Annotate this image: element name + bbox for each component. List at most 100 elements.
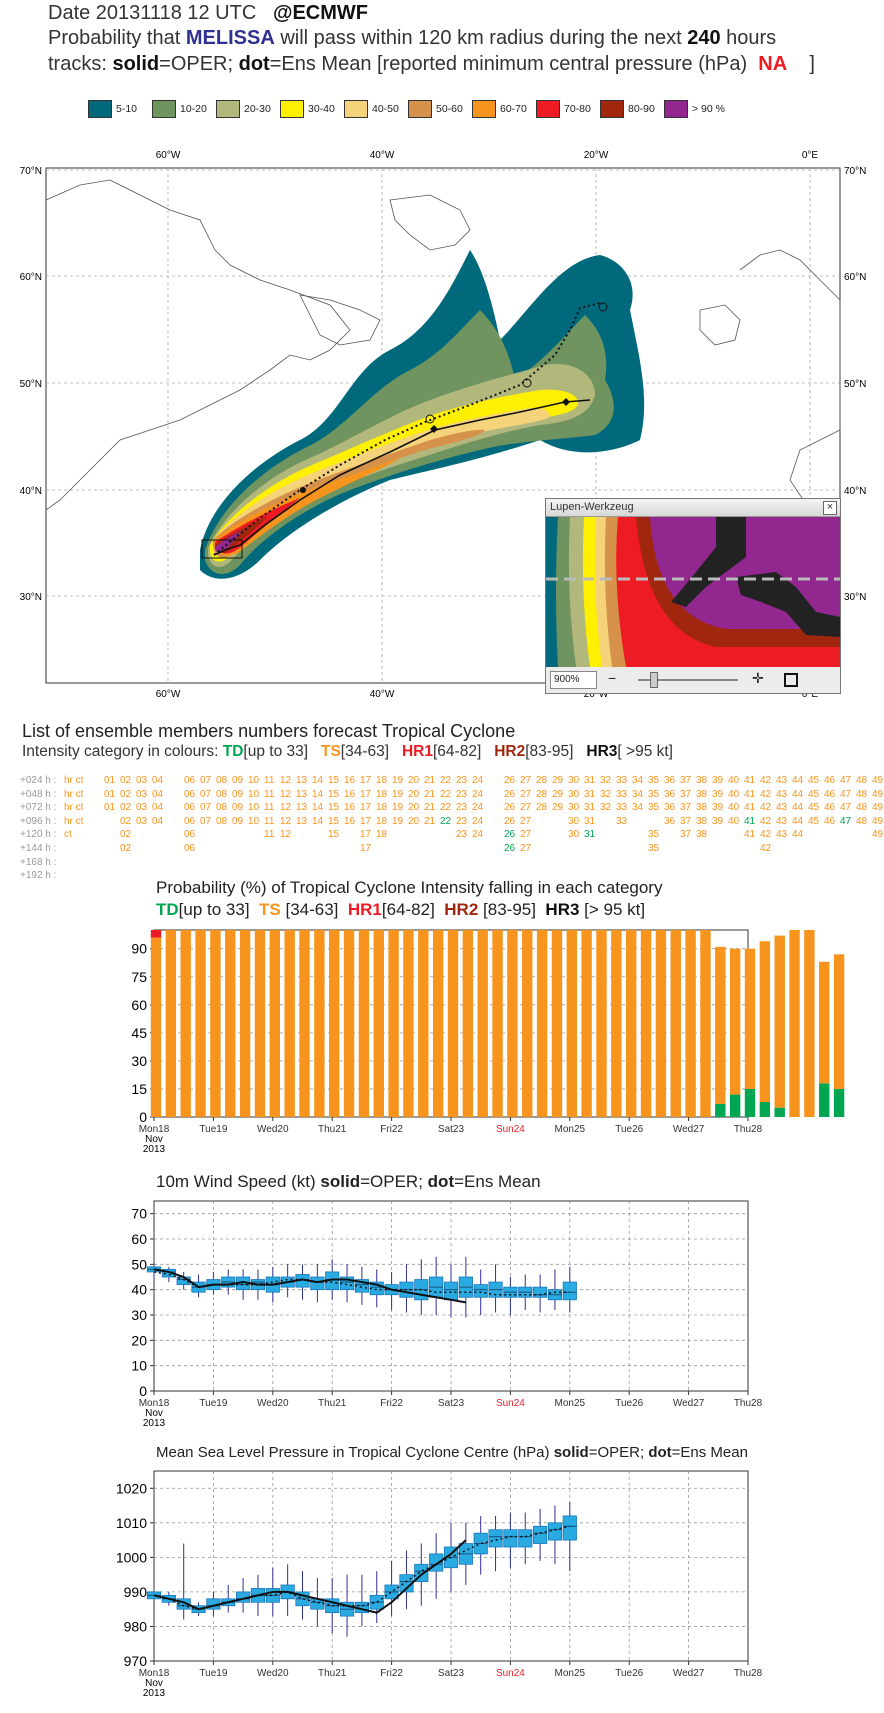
ensemble-member — [104, 828, 120, 842]
ensemble-member: 24 — [472, 788, 484, 800]
prob-bar-ts — [358, 930, 370, 1117]
ensemble-member — [680, 842, 696, 856]
ensemble-member: 49 — [872, 775, 884, 786]
ensemble-member: 46 — [824, 788, 836, 800]
lat-label-left: 40°N — [20, 486, 42, 497]
x-tick-label: Thu21 — [318, 1668, 347, 1679]
y-tick-label: 20 — [131, 1332, 147, 1348]
ensemble-member — [648, 815, 664, 829]
ensemble-member: 41 — [744, 775, 756, 786]
ensemble-member: 24 — [472, 775, 484, 786]
magnifier-view — [546, 517, 840, 667]
ensemble-member: 21 — [424, 788, 436, 800]
ensemble-member: 36 — [664, 788, 676, 800]
ensemble-category-line: Intensity category in colours: TD[up to … — [22, 743, 673, 761]
magnifier-window[interactable]: Lupen-Werkzeug × 900% − ✛ — [545, 498, 841, 694]
prob-bar-td — [819, 1083, 830, 1117]
magnifier-titlebar[interactable]: Lupen-Werkzeug × — [546, 499, 840, 517]
legend-label: 60-70 — [500, 103, 527, 115]
prob-chart-title: Probability (%) of Tropical Cyclone Inte… — [156, 878, 663, 897]
prob-td-range: [up to 33] — [178, 900, 250, 919]
source-label: @ECMWF — [272, 2, 368, 24]
ensemble-member — [104, 815, 120, 829]
ensemble-member: 10 — [248, 802, 260, 814]
prob-bar-td — [774, 1107, 785, 1117]
zoom-out-button[interactable]: − — [608, 670, 617, 686]
ensemble-member: 34 — [632, 802, 644, 814]
ensemble-member: 48 — [856, 815, 868, 827]
ensemble-member — [536, 842, 552, 856]
legend-swatch — [408, 100, 432, 118]
ensemble-member: 08 — [216, 788, 228, 800]
ensemble-member: 22 — [440, 775, 452, 786]
prob-bar-ts — [418, 930, 429, 1117]
ensemble-member: 32 — [600, 802, 612, 814]
y-tick-label: 40 — [131, 1282, 147, 1298]
ensemble-member: 37 — [680, 775, 692, 786]
frame-toggle-icon[interactable] — [784, 673, 798, 687]
prob-bar-ts — [210, 930, 221, 1117]
ensemble-member: 15 — [328, 829, 340, 841]
x-tick-label: Wed27 — [673, 1124, 705, 1135]
ensemble-member: 21 — [424, 815, 436, 827]
y-tick-label: 10 — [131, 1358, 147, 1374]
close-bracket: ] — [809, 53, 815, 75]
ensemble-member — [808, 828, 824, 842]
cat-hr2: HR2 — [494, 743, 526, 760]
prob-bar-ts — [566, 930, 577, 1117]
ensemble-member: 13 — [296, 802, 308, 814]
prob-bar-td — [729, 1094, 741, 1117]
x-year-label: 2013 — [143, 1144, 166, 1155]
mslp-dot-def: =Ens Mean — [671, 1444, 748, 1461]
close-icon[interactable]: × — [823, 501, 837, 515]
zoom-field[interactable]: 900% — [550, 671, 597, 689]
prob-bar-ts — [626, 930, 637, 1117]
zoom-slider-thumb[interactable] — [650, 672, 658, 688]
ensemble-member: 31 — [584, 802, 596, 814]
ensemble-member: 19 — [392, 802, 404, 814]
x-month-label: Nov — [145, 1134, 163, 1145]
x-tick-label: Fri22 — [380, 1398, 403, 1409]
cat-td-range: [up to 33] — [243, 743, 309, 760]
prob-bar-ts — [225, 930, 236, 1117]
x-tick-label: Thu28 — [734, 1668, 763, 1679]
ensemble-member: 36 — [664, 802, 676, 814]
ensemble-member: 47 — [840, 775, 852, 786]
legend-swatch — [600, 100, 624, 118]
ensemble-member: 03 — [136, 775, 148, 786]
ensemble-member: 38 — [696, 829, 708, 841]
zoom-in-button[interactable]: ✛ — [752, 670, 764, 686]
ensemble-member: 08 — [216, 815, 228, 827]
ensemble-member: 01 — [104, 775, 116, 786]
ensemble-member: 04 — [152, 788, 164, 800]
ensemble-title: List of ensemble members numbers forecas… — [22, 721, 516, 741]
y-tick-label: 970 — [124, 1653, 148, 1669]
x-tick-label: Tue26 — [615, 1124, 643, 1135]
intensity-probability-chart: Mon18 Tue19 Wed20 Thu21 Fri22 Sat23 Sun24 Mon25… — [131, 929, 845, 1155]
cat-td: TD — [222, 743, 244, 760]
y-tick-label: 980 — [124, 1618, 148, 1634]
ensemble-member: 47 — [840, 815, 852, 827]
ensemble-member — [200, 828, 216, 842]
legend-swatch — [472, 100, 496, 118]
legend-label: 5-10 — [116, 103, 138, 115]
ensemble-member: 15 — [328, 815, 340, 827]
x-tick-label: Tue19 — [199, 1398, 227, 1409]
ensemble-member: 48 — [856, 802, 868, 814]
prob-bar-ts — [596, 930, 607, 1117]
ensemble-member — [840, 828, 856, 842]
ensemble-member — [600, 828, 616, 842]
ensemble-member: 12 — [280, 829, 292, 841]
ensemble-hr-ct: hr ct — [64, 815, 84, 827]
lat-label-right: 40°N — [844, 486, 866, 497]
ensemble-member — [376, 842, 392, 856]
ensemble-member — [440, 828, 456, 842]
zoom-slider[interactable] — [638, 679, 738, 681]
ensemble-member: 45 — [808, 802, 820, 814]
prob-bar-hr1 — [150, 930, 162, 938]
y-tick-label: 30 — [131, 1053, 147, 1069]
x-tick-label: Fri22 — [380, 1668, 403, 1679]
ensemble-member — [744, 842, 760, 856]
lat-label-left: 50°N — [20, 379, 42, 390]
ensemble-row: +048 h : hr ct 01 02 03 04 06 07 08 09 10 11 12 13 14 1… — [20, 788, 884, 802]
